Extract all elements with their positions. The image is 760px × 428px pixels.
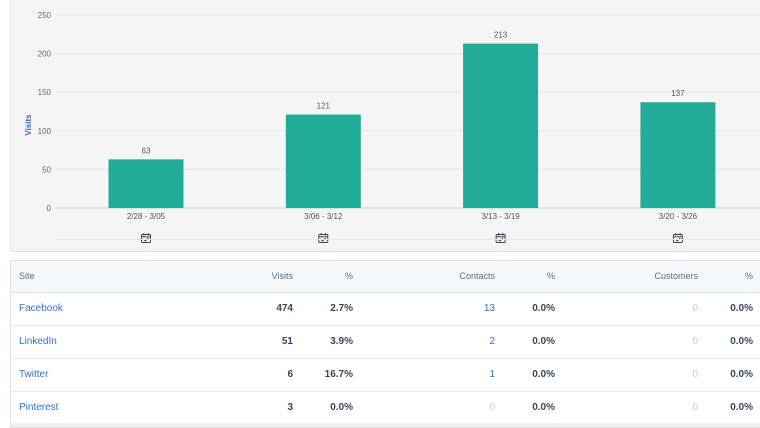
y-axis-label: Visits [24,114,33,136]
site-link[interactable]: Pinterest [19,402,59,413]
calendar-check-icon[interactable] [318,233,329,243]
bar-data-label: 121 [317,102,331,111]
bar-data-label: 213 [494,31,508,40]
visits-chart-panel: 0 50 100 150 200 250 Visits 63 2/28 - 3/05 121 3/0… [10,0,760,252]
contacts-link[interactable]: 13 [483,303,495,314]
contacts-pct-cell: 0.0% [532,336,555,347]
header-customers-pct[interactable]: % [706,261,760,293]
customers-cell: 0 [692,369,698,380]
visits-cell: 6 [287,369,293,380]
y-tick-label: 100 [38,127,52,136]
header-customers[interactable]: Customers [563,261,706,293]
bar [108,159,184,208]
sources-table-container: Site Visits % Contacts % Customers % Fac… [10,260,760,428]
y-tick-label: 0 [47,204,52,213]
visits-pct-cell: 0.0% [330,402,353,413]
site-link[interactable]: Facebook [19,303,63,314]
table-header-row: Site Visits % Contacts % Customers % [11,261,760,293]
y-tick-label: 250 [38,11,52,20]
table-row: Pinterest 3 0.0% 0 0.0% 0 0.0% [11,391,760,424]
table-footer-strip [11,423,760,427]
table-row: Facebook 474 2.7% 13 0.0% 0 0.0% [11,292,760,325]
bar [640,102,716,208]
customers-cell: 0 [692,336,698,347]
header-site[interactable]: Site [11,261,151,293]
contacts-link[interactable]: 2 [489,336,495,347]
site-link[interactable]: Twitter [19,369,49,380]
customers-cell: 0 [692,303,698,314]
site-link[interactable]: LinkedIn [19,336,57,347]
visits-bar-chart: 0 50 100 150 200 250 Visits 63 2/28 - 3/05 121 3/0… [24,11,760,243]
visits-pct-cell: 3.9% [330,336,353,347]
calendar-check-icon[interactable] [495,233,506,243]
contacts-pct-cell: 0.0% [532,369,555,380]
y-tick-label: 150 [38,88,52,97]
customers-pct-cell: 0.0% [730,303,753,314]
header-visits[interactable]: Visits [151,261,301,293]
header-contacts-pct[interactable]: % [503,261,563,293]
header-visits-pct[interactable]: % [301,261,361,293]
table-row: Twitter 6 16.7% 1 0.0% 0 0.0% [11,358,760,391]
bar-data-label: 63 [142,146,151,155]
bar [463,43,539,209]
contacts-link[interactable]: 1 [489,369,495,380]
visits-pct-cell: 16.7% [324,369,353,380]
x-tick-label: 3/06 - 3/12 [304,212,343,221]
customers-pct-cell: 0.0% [730,402,753,413]
x-tick-label: 3/20 - 3/26 [659,212,698,221]
contacts-cell: 0 [489,402,495,413]
visits-pct-cell: 2.7% [330,303,353,314]
customers-pct-cell: 0.0% [730,369,753,380]
calendar-check-icon[interactable] [672,233,683,243]
customers-pct-cell: 0.0% [730,336,753,347]
customers-cell: 0 [692,402,698,413]
y-tick-label: 50 [42,165,51,174]
calendar-check-icon[interactable] [141,233,151,243]
contacts-pct-cell: 0.0% [532,402,555,413]
bar [285,114,361,208]
y-tick-label: 200 [38,50,52,59]
x-tick-label: 3/13 - 3/19 [481,212,520,221]
visits-cell: 3 [287,402,293,413]
table-row: LinkedIn 51 3.9% 2 0.0% 0 0.0% [11,325,760,358]
header-contacts[interactable]: Contacts [361,261,503,293]
contacts-pct-cell: 0.0% [532,303,555,314]
sources-table: Site Visits % Contacts % Customers % Fac… [11,261,760,425]
visits-cell: 474 [276,303,293,314]
bar-data-label: 137 [671,89,685,98]
x-tick-label: 2/28 - 3/05 [127,212,166,221]
visits-cell: 51 [281,336,293,347]
